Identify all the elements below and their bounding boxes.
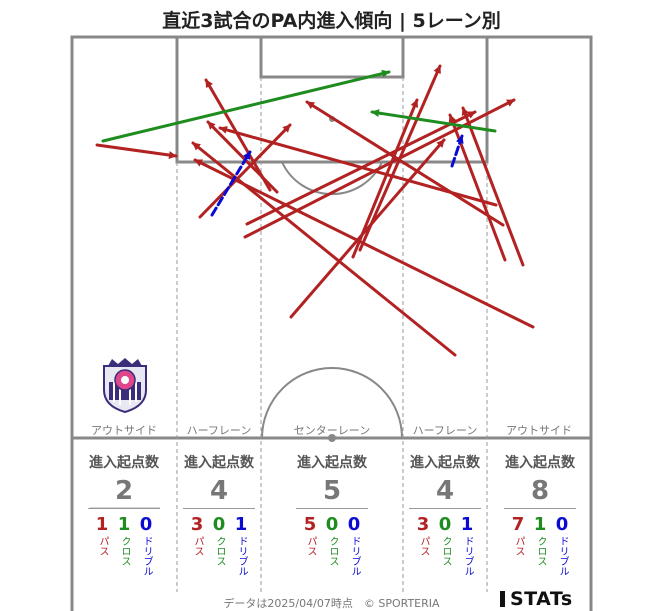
- pitch-outline: [70, 35, 593, 611]
- pass-count: 3: [416, 514, 430, 535]
- pass-arrow: [351, 98, 419, 259]
- stats-logo: STATs: [500, 588, 573, 610]
- logo-bar-icon: [500, 591, 505, 607]
- cross-arrow: [370, 109, 497, 133]
- lane-label-outside-right: アウトサイド: [506, 424, 572, 437]
- dribble-arrow: [450, 134, 464, 168]
- stat-total: 4: [435, 476, 455, 506]
- pass-label: パス: [418, 536, 429, 556]
- dribble-label: ドリブル: [462, 536, 473, 576]
- centre-spot: [328, 434, 336, 442]
- lane-stats-halfspace-left: 進入起点数 4 3 パス 0 クロス 1 ドリブル: [179, 452, 259, 576]
- pass-arrow: [243, 98, 516, 239]
- stat-total: 5: [322, 476, 342, 506]
- pass-arrow: [191, 141, 457, 357]
- lane-stats-outside-left: 進入起点数 2 1 パス 1 クロス 0 ドリブル: [84, 452, 164, 576]
- cross-count: 0: [325, 514, 339, 535]
- pass-label: パス: [513, 536, 524, 556]
- logo-text: STATs: [510, 588, 573, 610]
- dribble-count: 0: [555, 514, 569, 535]
- lane-label-center: センターレーン: [293, 424, 371, 437]
- lane-stats-outside-right: 進入起点数 8 7 パス 1 クロス 0 ドリブル: [500, 452, 580, 576]
- pass-arrow: [95, 143, 178, 159]
- stat-total: 8: [530, 476, 550, 506]
- lane-label-outside-left: アウトサイド: [91, 424, 157, 437]
- stat-header: 進入起点数: [297, 455, 367, 471]
- dribble-arrows: [210, 134, 464, 217]
- penalty-area: [175, 37, 489, 164]
- pass-label: パス: [97, 536, 108, 556]
- pass-arrow: [289, 138, 446, 319]
- lane-label-halfspace-right: ハーフレーン: [412, 424, 478, 437]
- centre-circle: [261, 367, 403, 439]
- chart-title: 直近3試合のPA内進入傾向 | 5レーン別: [162, 10, 501, 32]
- stat-total: 2: [114, 476, 134, 506]
- club-crest-icon: [103, 358, 147, 413]
- dribble-label: ドリブル: [141, 536, 152, 576]
- pass-label: パス: [305, 536, 316, 556]
- dribble-label: ドリブル: [236, 536, 247, 576]
- dribble-count: 1: [460, 514, 474, 535]
- cross-label: クロス: [214, 536, 225, 566]
- pass-count: 3: [190, 514, 204, 535]
- pass-count: 5: [303, 514, 317, 535]
- cross-count: 0: [212, 514, 226, 535]
- lane-stats-center: 進入起点数 5 5 パス 0 クロス 0 ドリブル: [292, 452, 372, 576]
- cross-label: クロス: [119, 536, 130, 566]
- stat-header: 進入起点数: [184, 455, 254, 471]
- dribble-label: ドリブル: [349, 536, 360, 576]
- dribble-count: 0: [347, 514, 361, 535]
- stat-header: 進入起点数: [410, 455, 480, 471]
- pass-label: パス: [192, 536, 203, 556]
- pass-arrow: [218, 126, 498, 207]
- dribble-label: ドリブル: [557, 536, 568, 576]
- pass-count: 7: [511, 514, 525, 535]
- pass-count: 1: [95, 514, 109, 535]
- cross-count: 1: [117, 514, 131, 535]
- pass-arrows: [95, 64, 535, 357]
- cross-label: クロス: [535, 536, 546, 566]
- dribble-count: 1: [234, 514, 248, 535]
- stat-header: 進入起点数: [89, 455, 159, 471]
- cross-count: 1: [533, 514, 547, 535]
- dribble-arrow: [210, 150, 252, 217]
- stat-header: 進入起点数: [505, 455, 575, 471]
- pass-arrow: [198, 123, 292, 219]
- pass-arrow: [305, 100, 505, 227]
- pass-arrow: [245, 110, 477, 226]
- cross-count: 0: [438, 514, 452, 535]
- pass-arrow: [448, 113, 507, 262]
- footer-credit: データは2025/04/07時点 © SPORTERIA: [223, 597, 440, 610]
- stat-total: 4: [209, 476, 229, 506]
- cross-label: クロス: [327, 536, 338, 566]
- penalty-arc: [281, 161, 383, 196]
- dribble-count: 0: [139, 514, 153, 535]
- pass-arrow: [204, 78, 272, 192]
- cross-arrows: [101, 69, 497, 143]
- lane-label-halfspace-left: ハーフレーン: [186, 424, 252, 437]
- pass-arrow: [461, 106, 525, 267]
- lane-stats-halfspace-right: 進入起点数 4 3 パス 0 クロス 1 ドリブル: [405, 452, 485, 576]
- goal-area: [259, 37, 405, 79]
- pass-arrow: [193, 158, 535, 329]
- cross-arrow: [101, 69, 391, 143]
- cross-label: クロス: [440, 536, 451, 566]
